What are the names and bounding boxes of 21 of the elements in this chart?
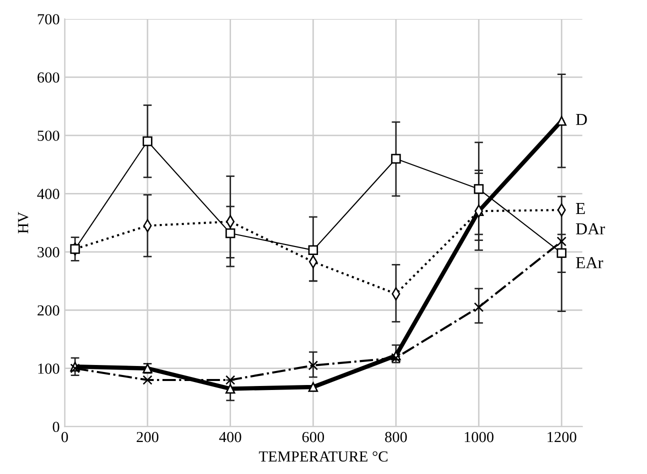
x-axis-title: TEMPERATURE °C	[258, 451, 388, 462]
series-label: DAr	[576, 223, 605, 234]
x-tick-label: 400	[219, 432, 242, 442]
x-tick-label: 1000	[464, 432, 494, 442]
x-tick-label: 200	[136, 432, 158, 442]
series-label: E	[576, 203, 585, 214]
x-tick-label: 800	[385, 432, 407, 442]
y-axis-title: HV	[18, 212, 28, 234]
x-tick-label: 1200	[548, 432, 576, 442]
y-tick-label: 400	[37, 188, 60, 200]
x-tick-label: 600	[302, 432, 324, 442]
y-tick-label: 200	[38, 305, 60, 316]
y-tick-label: 500	[38, 130, 60, 141]
y-tick-label: 600	[38, 72, 60, 83]
series-label: D	[576, 114, 587, 125]
x-tick-label: 0	[61, 432, 68, 442]
y-tick-label: 0	[52, 422, 60, 432]
series-label: EAr	[576, 257, 604, 268]
y-tick-label: 700	[38, 14, 60, 24]
y-tick-label: 300	[38, 247, 60, 258]
y-tick-label: 100	[38, 364, 60, 374]
